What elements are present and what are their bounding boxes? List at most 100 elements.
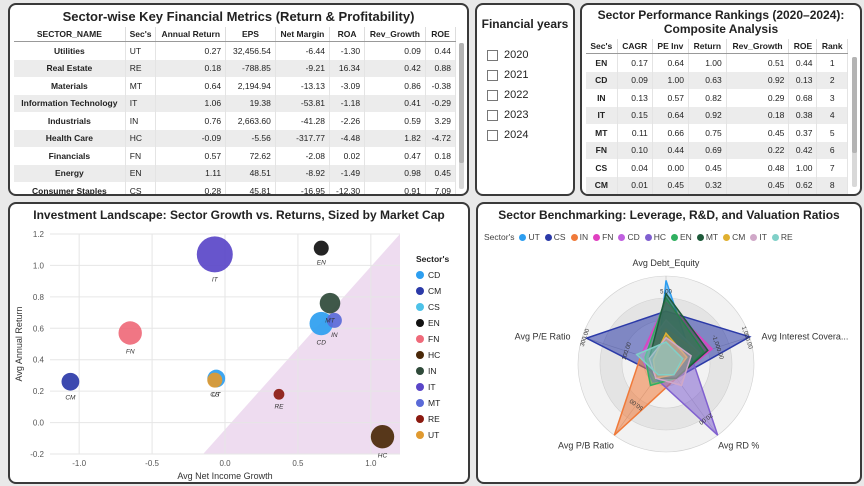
legend-item[interactable]: MT [416, 395, 441, 411]
table-cell: EN [586, 53, 618, 72]
table-cell: 6 [816, 141, 848, 159]
legend-label: RE [428, 414, 440, 424]
table-cell: 0.42 [364, 59, 426, 77]
legend-item[interactable]: CS [416, 299, 441, 315]
legend-item[interactable]: MT [696, 232, 718, 242]
legend-item[interactable]: IN [416, 363, 441, 379]
table-cell: IT [586, 106, 618, 124]
table-row: Industrials IN 0.76 2,663.60 -41.28 -2.26 0.59… [14, 112, 457, 130]
column-header[interactable]: Sec's [586, 39, 618, 54]
legend-item[interactable]: IT [750, 232, 767, 242]
legend-dot [593, 233, 601, 241]
column-header[interactable]: PE Inv [652, 39, 690, 54]
legend-item[interactable]: HC [416, 347, 441, 363]
table-cell: -2.08 [275, 147, 330, 165]
table-cell: 0.47 [364, 147, 426, 165]
table-cell: 0.62 [788, 176, 818, 194]
table-cell: 0.44 [425, 41, 457, 60]
table-cell: 0.64 [155, 77, 227, 95]
data-label: FN [126, 349, 135, 356]
legend-item[interactable]: HC [644, 232, 666, 242]
table-cell: 0.76 [155, 112, 227, 130]
legend-item[interactable]: CD [618, 232, 640, 242]
data-point [309, 311, 333, 336]
column-header[interactable]: CAGR [617, 39, 653, 54]
year-option[interactable]: 2021 [487, 65, 528, 85]
checkbox[interactable] [487, 129, 498, 141]
legend-item[interactable]: UT [416, 427, 441, 443]
column-header[interactable]: Return [688, 39, 727, 54]
data-label: UT [212, 391, 222, 398]
table-cell: 0.10 [617, 141, 653, 159]
table-cell: 0.18 [425, 147, 457, 165]
table-cell: 0.92 [726, 71, 790, 89]
legend-item[interactable]: IN [570, 232, 588, 242]
legend-label: UT [528, 232, 540, 242]
legend-item[interactable]: CM [723, 232, 745, 242]
table-cell: -6.44 [275, 41, 330, 60]
legend-item[interactable]: CM [416, 283, 441, 299]
table-cell: 7.09 [425, 182, 457, 194]
column-header[interactable]: Sec's [125, 27, 157, 42]
legend-item[interactable]: CD [416, 267, 441, 283]
table-row: CM 0.01 0.45 0.32 0.45 0.62 8 [586, 176, 848, 194]
table-cell: Materials [14, 77, 126, 95]
column-header[interactable]: ROE [788, 39, 818, 54]
table-cell: 0.22 [726, 141, 790, 159]
y-tick-label: 1.2 [33, 230, 45, 239]
table-cell: 0.57 [155, 147, 227, 165]
metrics-table: SECTOR_NAME Sec's Annual Return EPS Net Marg… [14, 27, 457, 194]
year-option[interactable]: 2022 [487, 85, 528, 105]
year-label: 2022 [504, 89, 529, 101]
legend-item[interactable]: RE [771, 232, 793, 242]
legend-dot [570, 233, 578, 241]
x-tick-label: 0.0 [219, 459, 231, 468]
checkbox[interactable] [487, 109, 498, 121]
data-label: CM [65, 395, 76, 402]
checkbox[interactable] [487, 89, 498, 101]
column-header[interactable]: ROE [425, 27, 457, 42]
legend-dot [416, 271, 424, 279]
years-list: 2020 2021 2022 2023 2024 [487, 45, 528, 145]
legend-label: IN [428, 366, 437, 376]
table-cell: 0.13 [788, 71, 818, 89]
year-option[interactable]: 2020 [487, 45, 528, 65]
rankings-scrollbar[interactable] [852, 57, 857, 187]
column-header[interactable]: SECTOR_NAME [14, 27, 126, 42]
column-header[interactable]: Annual Return [155, 27, 227, 42]
legend-label: EN [428, 318, 440, 328]
year-option[interactable]: 2024 [487, 125, 528, 145]
year-label: 2021 [504, 69, 529, 81]
legend-item[interactable]: EN [671, 232, 692, 242]
table-cell: 0.41 [364, 94, 426, 112]
column-header[interactable]: EPS [225, 27, 276, 42]
legend-item[interactable]: CS [544, 232, 566, 242]
legend-item[interactable]: UT [519, 232, 540, 242]
column-header[interactable]: Net Margin [275, 27, 330, 42]
year-option[interactable]: 2023 [487, 105, 528, 125]
table-cell: 0.59 [364, 112, 426, 130]
legend-item[interactable]: IT [416, 379, 441, 395]
column-header[interactable]: Rev_Growth [364, 27, 426, 42]
table-cell: -53.81 [275, 94, 330, 112]
checkbox[interactable] [487, 49, 498, 61]
legend-item[interactable]: EN [416, 315, 441, 331]
years-slicer-panel: Financial years 2020 2021 2022 2023 2024 [475, 3, 575, 196]
legend-dot [416, 415, 424, 423]
legend-dot [416, 335, 424, 343]
legend-item[interactable]: FN [593, 232, 613, 242]
table-cell: CS [125, 182, 157, 194]
checkbox[interactable] [487, 69, 498, 81]
column-header[interactable]: Rev_Growth [726, 39, 790, 54]
legend-item[interactable]: FN [416, 331, 441, 347]
column-header[interactable]: Rank [816, 39, 848, 54]
table-cell: 32,456.54 [225, 41, 276, 60]
legend-item[interactable]: RE [416, 411, 441, 427]
metrics-scrollbar[interactable] [459, 43, 464, 189]
legend-dot [416, 303, 424, 311]
column-header[interactable]: ROA [329, 27, 366, 42]
x-tick-label: 1.0 [365, 459, 377, 468]
legend-dot [519, 233, 527, 241]
x-tick-label: 0.5 [292, 459, 304, 468]
table-row: Real Estate RE 0.18 -788.85 -9.21 16.34 0.42 0.… [14, 59, 457, 77]
